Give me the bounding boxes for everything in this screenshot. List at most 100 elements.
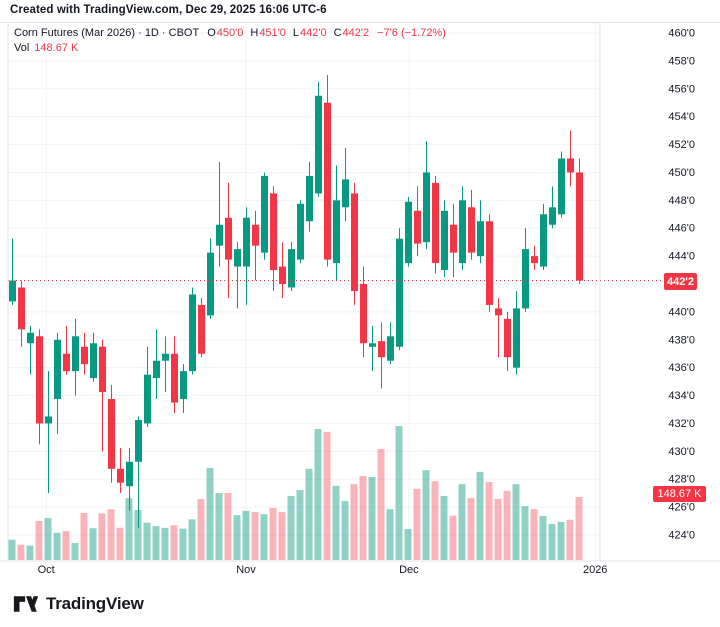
candle-body bbox=[261, 175, 268, 253]
time-tick-label: Dec bbox=[399, 564, 419, 576]
price-tick-label: 430'0 bbox=[668, 446, 695, 458]
price-tick-label: 444'0 bbox=[668, 251, 695, 263]
candle-body bbox=[477, 221, 484, 257]
candle-body bbox=[108, 399, 115, 469]
candle-body bbox=[99, 346, 106, 393]
volume-bar bbox=[260, 514, 268, 560]
price-tick-label: 428'0 bbox=[668, 474, 695, 486]
volume-bar bbox=[467, 498, 475, 560]
price-tick-label: 460'0 bbox=[668, 28, 695, 40]
volume-bar bbox=[44, 518, 52, 560]
volume-bar bbox=[566, 519, 574, 560]
volume-bar bbox=[521, 506, 529, 560]
candle-body bbox=[306, 175, 313, 222]
price-tick-label: 436'0 bbox=[668, 362, 695, 374]
candle-body bbox=[279, 266, 286, 284]
candle-body bbox=[423, 172, 430, 243]
volume-bar bbox=[278, 512, 286, 560]
candle-body bbox=[234, 249, 241, 267]
candle-body bbox=[162, 353, 169, 361]
volume-bar bbox=[494, 498, 502, 560]
candle-body bbox=[117, 468, 124, 483]
price-tick-label: 434'0 bbox=[668, 390, 695, 402]
price-tick-label: 438'0 bbox=[668, 334, 695, 346]
volume-bar bbox=[62, 531, 70, 560]
candle-body bbox=[378, 341, 385, 358]
candle-body bbox=[36, 336, 43, 424]
volume-bar bbox=[179, 528, 187, 560]
price-tick-label: 446'0 bbox=[668, 223, 695, 235]
candle-body bbox=[495, 308, 502, 316]
tradingview-logo-icon bbox=[13, 596, 39, 612]
candle-body bbox=[9, 280, 16, 302]
candle-body bbox=[360, 284, 367, 344]
volume-bar bbox=[377, 448, 385, 560]
volume-bar bbox=[116, 527, 124, 560]
volume-bar bbox=[413, 488, 421, 560]
candle-body bbox=[81, 346, 88, 365]
volume-bar bbox=[323, 432, 331, 560]
volume-bar bbox=[458, 484, 466, 560]
candle-body bbox=[297, 203, 304, 260]
volume-bar bbox=[341, 501, 349, 560]
high-label: H bbox=[250, 27, 259, 39]
volume-bar bbox=[314, 429, 322, 560]
candle-body bbox=[270, 193, 277, 271]
volume-bar bbox=[296, 490, 304, 560]
tradingview-logo: TradingView bbox=[13, 594, 144, 614]
price-tick-label: 458'0 bbox=[668, 55, 695, 67]
candle-body bbox=[351, 193, 358, 291]
candle-body bbox=[180, 371, 187, 400]
candle-body bbox=[18, 287, 25, 330]
volume-bar bbox=[143, 522, 151, 560]
volume-value: 148.67 K bbox=[34, 42, 79, 54]
price-tick-label: 424'0 bbox=[668, 530, 695, 542]
volume-bar bbox=[161, 527, 169, 560]
candle-body bbox=[171, 353, 178, 403]
candle-body bbox=[90, 343, 97, 379]
ohlc-values: O 450'0 H 451'0 L 442'0 C 442'2 bbox=[207, 27, 369, 39]
candle-body bbox=[513, 308, 520, 368]
candle-body bbox=[189, 294, 196, 372]
volume-bar bbox=[224, 493, 232, 560]
candle-body bbox=[468, 207, 475, 253]
volume-bar bbox=[539, 515, 547, 560]
volume-bar bbox=[89, 528, 97, 560]
volume-bar bbox=[557, 521, 565, 560]
volume-bar bbox=[431, 481, 439, 560]
open-label: O bbox=[207, 27, 216, 39]
candle-body bbox=[63, 353, 70, 372]
low-value: 442'0 bbox=[300, 27, 327, 39]
candle-body bbox=[558, 158, 565, 215]
candle-body bbox=[342, 179, 349, 208]
volume-bar bbox=[251, 512, 259, 560]
volume-bar bbox=[440, 496, 448, 560]
candle-body bbox=[153, 360, 160, 379]
volume-bar bbox=[422, 470, 430, 560]
candle-body bbox=[459, 200, 466, 264]
volume-bar bbox=[80, 512, 88, 560]
volume-bar bbox=[26, 545, 34, 560]
volume-bar bbox=[359, 476, 367, 560]
open-value: 450'0 bbox=[216, 27, 244, 39]
candle-body bbox=[531, 256, 538, 264]
volume-bar bbox=[35, 521, 43, 560]
candle-body bbox=[369, 343, 376, 347]
volume-bar bbox=[53, 532, 61, 560]
price-tick-label: 440'0 bbox=[668, 306, 695, 318]
price-tick-label: 454'0 bbox=[668, 111, 695, 123]
volume-bar bbox=[305, 468, 313, 560]
price-tick-label: 456'0 bbox=[668, 83, 695, 95]
volume-bar bbox=[188, 519, 196, 560]
candle-body bbox=[405, 201, 412, 264]
high-value: 451'0 bbox=[259, 27, 286, 39]
candle-body bbox=[522, 249, 529, 309]
volume-bar bbox=[512, 484, 520, 560]
volume-bar bbox=[233, 515, 241, 560]
volume-bar bbox=[107, 509, 115, 560]
volume-bar bbox=[125, 498, 133, 560]
credit-bar: Created with TradingView.com, Dec 29, 20… bbox=[0, 0, 720, 23]
price-tick-label: 450'0 bbox=[668, 167, 695, 179]
time-tick-label: 2026 bbox=[583, 564, 607, 576]
